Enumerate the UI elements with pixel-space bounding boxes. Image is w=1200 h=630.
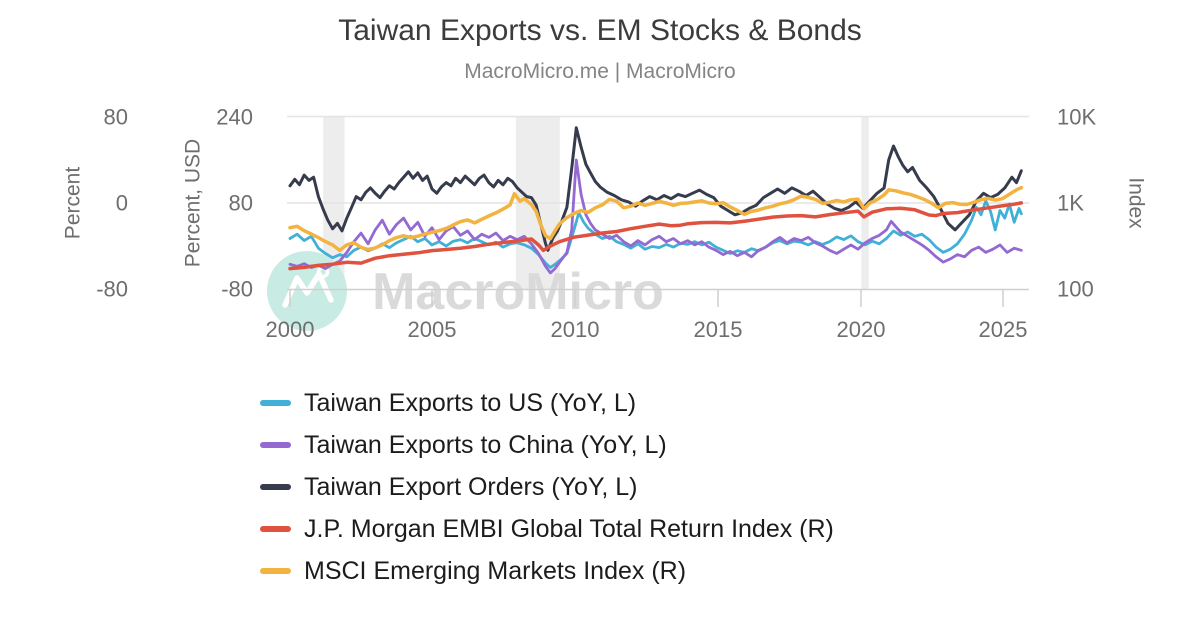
legend-swatch-taiwan-exports-us: [260, 400, 291, 406]
legend-label: Taiwan Export Orders (YoY, L): [304, 472, 638, 501]
legend-item-taiwan-export-orders[interactable]: Taiwan Export Orders (YoY, L): [260, 466, 834, 508]
chart-title: Taiwan Exports vs. EM Stocks & Bonds: [338, 14, 862, 47]
legend-swatch-msci-em: [260, 568, 291, 574]
watermark-text: MacroMicro: [372, 263, 664, 321]
legend-item-jpmorgan-embi[interactable]: J.P. Morgan EMBI Global Total Return Ind…: [260, 508, 834, 550]
x-tick-2025: 2025: [979, 317, 1028, 342]
left-axis2-tick-240: 240: [216, 105, 253, 130]
left-axis2-tick-80: 80: [229, 191, 253, 216]
legend-swatch-jpmorgan-embi: [260, 526, 291, 532]
right-axis-title: Index: [1125, 177, 1148, 229]
macromicro-watermark: MacroMicro: [267, 251, 664, 331]
left-axis1-title: Percent: [62, 167, 85, 240]
legend-label: Taiwan Exports to China (YoY, L): [304, 430, 667, 459]
logo-mountain-line: [282, 271, 334, 308]
chart-subtitle: MacroMicro.me | MacroMicro: [464, 60, 736, 83]
right-axis-tick-1k: 1K: [1057, 191, 1084, 216]
right-axis-tick-100: 100: [1057, 277, 1094, 302]
legend: Taiwan Exports to US (YoY, L) Taiwan Exp…: [260, 382, 834, 592]
left-axis1-tick-neg80: -80: [96, 277, 128, 302]
x-axis-ticks: [289, 290, 1004, 307]
left-axis1-tick-80: 80: [104, 105, 128, 130]
legend-label: J.P. Morgan EMBI Global Total Return Ind…: [304, 514, 834, 543]
x-tick-2020: 2020: [837, 317, 886, 342]
legend-label: MSCI Emerging Markets Index (R): [304, 556, 687, 585]
legend-label: Taiwan Exports to US (YoY, L): [304, 388, 637, 417]
left-axis2-tick-neg80: -80: [221, 277, 253, 302]
x-tick-2010: 2010: [551, 317, 600, 342]
x-tick-2005: 2005: [408, 317, 457, 342]
left-axis1-tick-0: 0: [116, 191, 128, 216]
legend-swatch-taiwan-export-orders: [260, 484, 291, 490]
data-series: [288, 126, 1024, 275]
legend-item-msci-em[interactable]: MSCI Emerging Markets Index (R): [260, 550, 834, 592]
legend-swatch-taiwan-exports-china: [260, 442, 291, 448]
legend-item-taiwan-exports-china[interactable]: Taiwan Exports to China (YoY, L): [260, 424, 834, 466]
left-axis2-title: Percent, USD: [182, 139, 205, 267]
legend-item-taiwan-exports-us[interactable]: Taiwan Exports to US (YoY, L): [260, 382, 834, 424]
x-tick-2000: 2000: [266, 317, 315, 342]
right-axis-tick-10k: 10K: [1057, 105, 1096, 130]
x-tick-2015: 2015: [694, 317, 743, 342]
